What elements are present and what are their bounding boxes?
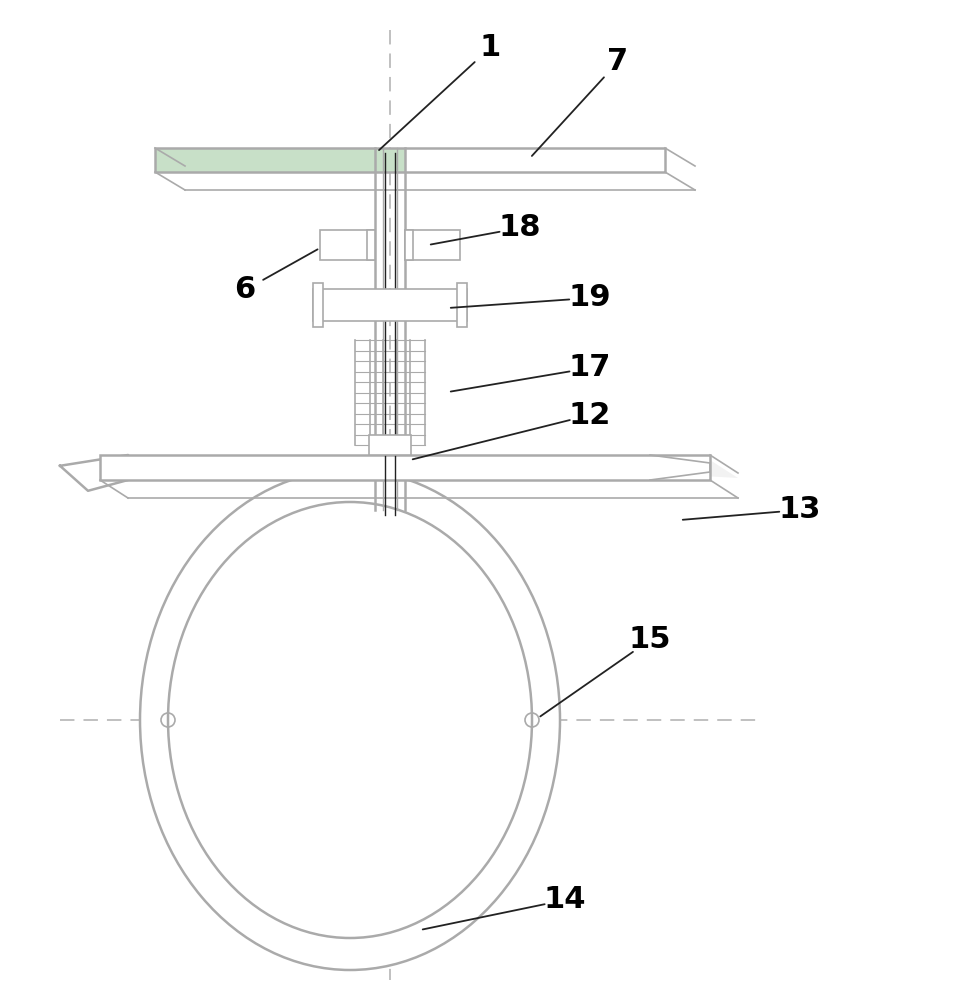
Text: 12: 12 [569,400,611,430]
Bar [320,230,375,260]
Text: 1: 1 [480,33,501,62]
Bar [155,148,665,172]
Text: 13: 13 [778,495,821,524]
Text: 15: 15 [629,626,671,654]
Text: 6: 6 [234,275,256,304]
Bar [100,455,710,480]
Bar [367,230,375,260]
Bar [405,230,413,260]
Bar [405,230,460,260]
Polygon shape [620,455,738,478]
Text: 18: 18 [499,214,541,242]
Bar [313,289,467,321]
Bar [369,435,411,455]
Text: 7: 7 [607,47,629,77]
Text: 17: 17 [569,354,611,382]
Bar [155,148,405,172]
Bar [313,283,323,327]
Text: 19: 19 [568,284,611,312]
Polygon shape [60,455,128,491]
Text: 14: 14 [544,886,587,914]
Ellipse shape [140,470,560,970]
Bar [457,283,467,327]
